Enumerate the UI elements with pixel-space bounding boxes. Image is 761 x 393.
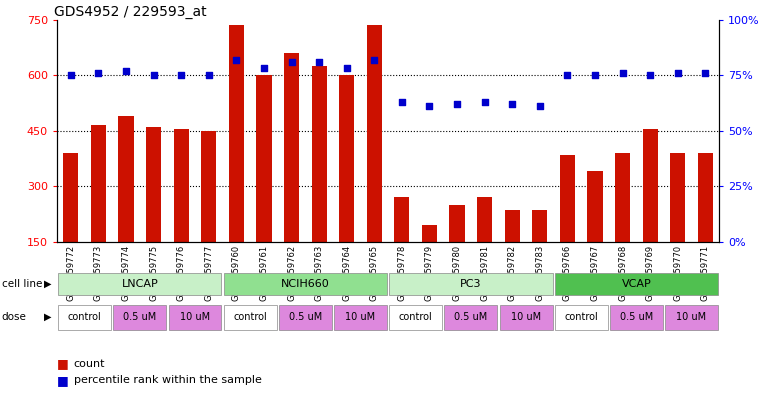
Point [285, 59, 298, 65]
Bar [670, 153, 686, 242]
Bar [229, 25, 244, 242]
Point [148, 72, 160, 78]
Bar [224, 273, 387, 295]
Text: 10 uM: 10 uM [511, 312, 541, 322]
Text: 10 uM: 10 uM [345, 312, 376, 322]
Bar [174, 129, 189, 242]
Point [644, 72, 656, 78]
Point [396, 99, 408, 105]
Text: 0.5 uM: 0.5 uM [123, 312, 157, 322]
Bar [560, 155, 575, 242]
Point [451, 101, 463, 107]
Point [120, 68, 132, 74]
Text: ■: ■ [57, 357, 68, 370]
Bar [642, 129, 658, 242]
Bar [146, 127, 161, 242]
Point [341, 65, 353, 72]
Point [506, 101, 518, 107]
Bar [477, 197, 492, 242]
Bar [63, 153, 78, 242]
Bar [119, 116, 134, 242]
Bar [610, 305, 663, 330]
Text: control: control [234, 312, 267, 322]
Bar [615, 153, 630, 242]
Text: ▶: ▶ [44, 312, 52, 322]
Bar [58, 273, 221, 295]
Text: ■: ■ [57, 374, 68, 387]
Text: control: control [565, 312, 598, 322]
Bar [532, 210, 547, 242]
Bar [201, 130, 216, 242]
Point [368, 57, 380, 63]
Text: 0.5 uM: 0.5 uM [619, 312, 653, 322]
Bar [58, 305, 111, 330]
Point [313, 59, 325, 65]
Bar [311, 66, 326, 242]
Bar [499, 305, 552, 330]
Point [616, 70, 629, 76]
Text: NCIH660: NCIH660 [281, 279, 330, 289]
Text: percentile rank within the sample: percentile rank within the sample [74, 375, 262, 386]
Bar [505, 210, 520, 242]
Text: 0.5 uM: 0.5 uM [288, 312, 322, 322]
Bar [113, 305, 167, 330]
Point [423, 103, 435, 109]
Text: LNCAP: LNCAP [122, 279, 158, 289]
Text: PC3: PC3 [460, 279, 482, 289]
Point [672, 70, 684, 76]
Bar [334, 305, 387, 330]
Bar [394, 197, 409, 242]
Point [699, 70, 712, 76]
Point [92, 70, 104, 76]
Bar [339, 75, 355, 242]
Text: 0.5 uM: 0.5 uM [454, 312, 488, 322]
Bar [168, 305, 221, 330]
Bar [665, 305, 718, 330]
Bar [422, 225, 437, 242]
Point [589, 72, 601, 78]
Text: VCAP: VCAP [622, 279, 651, 289]
Bar [224, 305, 277, 330]
Text: count: count [74, 358, 105, 369]
Bar [279, 305, 332, 330]
Text: control: control [399, 312, 432, 322]
Bar [555, 273, 718, 295]
Text: control: control [68, 312, 101, 322]
Point [258, 65, 270, 72]
Point [479, 99, 491, 105]
Bar [284, 53, 299, 242]
Text: 10 uM: 10 uM [677, 312, 707, 322]
Text: dose: dose [2, 312, 27, 322]
Bar [389, 273, 552, 295]
Point [65, 72, 77, 78]
Bar [256, 75, 272, 242]
Point [231, 57, 243, 63]
Bar [91, 125, 106, 242]
Bar [555, 305, 608, 330]
Point [533, 103, 546, 109]
Bar [444, 305, 498, 330]
Bar [389, 305, 442, 330]
Point [202, 72, 215, 78]
Bar [367, 25, 382, 242]
Point [562, 72, 574, 78]
Text: cell line: cell line [2, 279, 42, 289]
Bar [450, 205, 465, 242]
Point [175, 72, 187, 78]
Bar [587, 171, 603, 242]
Text: GDS4952 / 229593_at: GDS4952 / 229593_at [54, 5, 206, 18]
Text: ▶: ▶ [44, 279, 52, 289]
Text: 10 uM: 10 uM [180, 312, 210, 322]
Bar [698, 153, 713, 242]
